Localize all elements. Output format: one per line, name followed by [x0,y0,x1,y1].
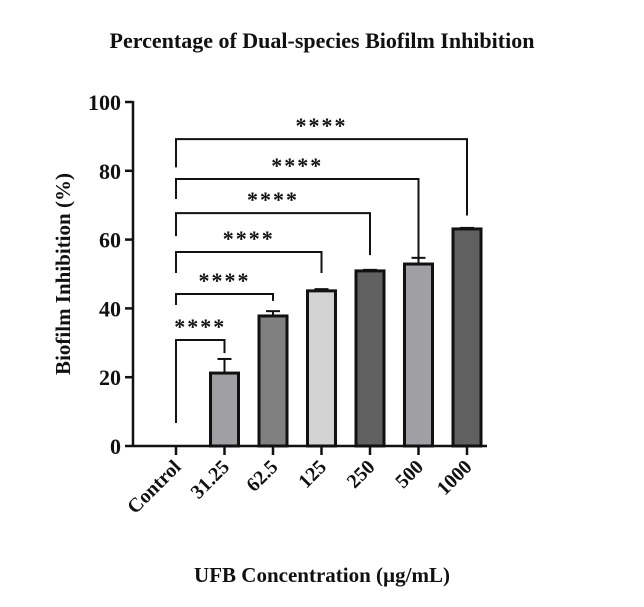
significance-label: **** [247,187,299,212]
significance-bracket [175,138,468,216]
significance-label: **** [296,113,348,138]
significance-bracket [175,292,274,305]
y-axis-label: Biofilm Inhibition (%) [51,173,75,375]
x-tick-label: 500 [391,456,428,493]
chart-title: Percentage of Dual-species Biofilm Inhib… [109,28,535,53]
bar [451,227,483,448]
x-tick-label: 1000 [433,456,477,500]
y-tick-label: 100 [88,90,121,115]
bar [403,262,434,448]
significance-bracket [175,178,420,258]
y-tick-label: 80 [99,159,121,184]
significance-bracket [175,339,226,423]
y-tick-label: 40 [99,296,121,321]
x-tick-label: 62.5 [242,456,282,496]
x-axis-label: UFB Concentration (µg/mL) [194,563,450,587]
bar [257,314,289,448]
significance-bracket [175,212,371,256]
y-tick-label: 20 [99,365,121,390]
y-tick-label: 0 [110,434,121,459]
significance-label: **** [199,268,251,293]
significance-bracket [175,250,323,273]
x-tick-label: 250 [343,456,380,493]
x-tick-label: 125 [294,456,331,493]
significance-label: **** [223,226,275,251]
y-tick-label: 60 [99,228,121,253]
bar [209,371,240,448]
significance-label: **** [271,153,323,178]
x-tick-label: Control [123,456,186,519]
bar [306,289,337,448]
x-tick-label: 31.25 [187,456,234,503]
significance-label: **** [174,314,226,339]
bar [354,269,386,448]
